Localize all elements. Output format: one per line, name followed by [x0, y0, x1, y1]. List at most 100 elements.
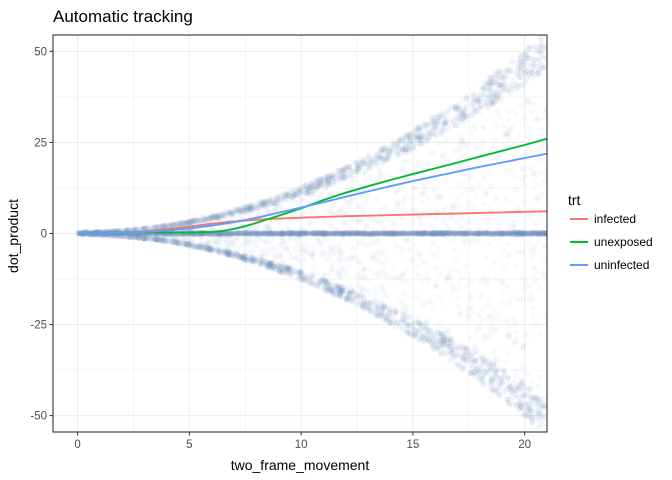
scatter-point	[494, 85, 501, 92]
scatter-point	[349, 295, 356, 302]
scatter-point	[225, 250, 232, 257]
scatter-point	[519, 81, 526, 88]
scatter-point	[329, 248, 336, 255]
scatter-point	[431, 264, 438, 271]
scatter-point	[347, 199, 354, 206]
scatter-point	[375, 313, 382, 320]
scatter-point	[344, 297, 351, 304]
scatter-point	[140, 235, 147, 242]
scatter-point	[365, 307, 372, 314]
scatter-point	[470, 369, 476, 376]
scatter-point	[393, 318, 400, 325]
scatter-point	[531, 264, 538, 271]
scatter-point	[284, 192, 291, 199]
scatter-point	[490, 363, 497, 370]
scatter-point	[400, 316, 407, 323]
scatter-point	[308, 275, 315, 281]
scatter-point	[238, 253, 245, 260]
scatter-point	[467, 370, 474, 377]
scatter-point	[433, 252, 440, 259]
scatter-point	[347, 297, 354, 304]
scatter-point	[473, 328, 480, 335]
scatter-point	[539, 415, 546, 421]
scatter-point	[274, 262, 281, 269]
scatter-point	[299, 275, 306, 282]
scatter-point	[530, 56, 537, 63]
scatter-point	[448, 337, 455, 343]
scatter-point	[508, 58, 515, 65]
scatter-point	[231, 208, 238, 215]
scatter-point	[165, 222, 172, 229]
scatter-point	[483, 280, 490, 287]
scatter-point	[337, 287, 344, 294]
scatter-point	[380, 304, 387, 311]
scatter-point	[327, 245, 334, 252]
scatter-point	[342, 165, 348, 172]
scatter-point	[466, 306, 473, 313]
scatter-point	[336, 293, 343, 299]
scatter-point	[532, 277, 539, 284]
scatter-point	[385, 317, 392, 324]
scatter-point	[207, 214, 214, 221]
scatter-point	[189, 218, 196, 225]
scatter-point	[444, 180, 450, 187]
scatter-point	[278, 265, 285, 272]
scatter-point	[137, 234, 144, 241]
scatter-point	[478, 84, 485, 91]
scatter-point	[438, 130, 444, 137]
scatter-point	[422, 161, 429, 168]
scatter-point	[377, 301, 384, 307]
scatter-point	[183, 241, 190, 248]
scatter-point	[469, 113, 476, 120]
scatter-point	[538, 421, 545, 428]
x-tick-label: 20	[518, 439, 531, 451]
scatter-point	[456, 102, 463, 109]
scatter-point	[233, 236, 240, 243]
scatter-point	[406, 138, 413, 145]
scatter-point	[499, 379, 506, 386]
scatter-point	[158, 237, 165, 244]
scatter-point	[324, 279, 331, 286]
scatter-point	[309, 184, 316, 191]
scatter-point	[406, 257, 413, 263]
scatter-point	[395, 137, 402, 144]
scatter-point	[382, 272, 389, 279]
scatter-point	[493, 359, 500, 365]
scatter-point	[199, 240, 206, 247]
scatter-point	[529, 70, 536, 77]
scatter-point	[512, 387, 519, 394]
scatter-point	[289, 194, 296, 201]
scatter-point	[275, 197, 282, 204]
scatter-point	[497, 97, 504, 104]
scatter-point	[360, 301, 367, 308]
scatter-point	[159, 237, 166, 244]
scatter-point	[325, 221, 332, 227]
scatter-point	[256, 258, 263, 265]
scatter-point	[259, 202, 266, 208]
scatter-point	[248, 254, 255, 261]
scatter-point	[385, 156, 391, 163]
scatter-point	[406, 147, 413, 153]
scatter-point	[476, 97, 483, 104]
scatter-point	[536, 409, 543, 415]
scatter-point	[538, 147, 545, 154]
scatter-point	[310, 251, 316, 258]
scatter-point	[439, 330, 446, 337]
scatter-point	[376, 151, 382, 158]
scatter-point	[163, 238, 170, 245]
scatter-point	[495, 81, 502, 88]
scatter-point	[329, 290, 336, 297]
scatter-point	[310, 281, 317, 288]
scatter-point	[408, 330, 414, 337]
scatter-point	[405, 329, 412, 336]
scatter-point	[353, 291, 360, 298]
scatter-point	[366, 289, 373, 296]
scatter-point	[520, 365, 527, 372]
scatter-point	[345, 294, 351, 301]
scatter-point	[452, 122, 459, 129]
scatter-point	[505, 332, 512, 339]
scatter-point	[331, 282, 338, 289]
scatter-point	[542, 45, 547, 52]
scatter-point	[235, 253, 242, 260]
scatter-point	[320, 276, 327, 283]
